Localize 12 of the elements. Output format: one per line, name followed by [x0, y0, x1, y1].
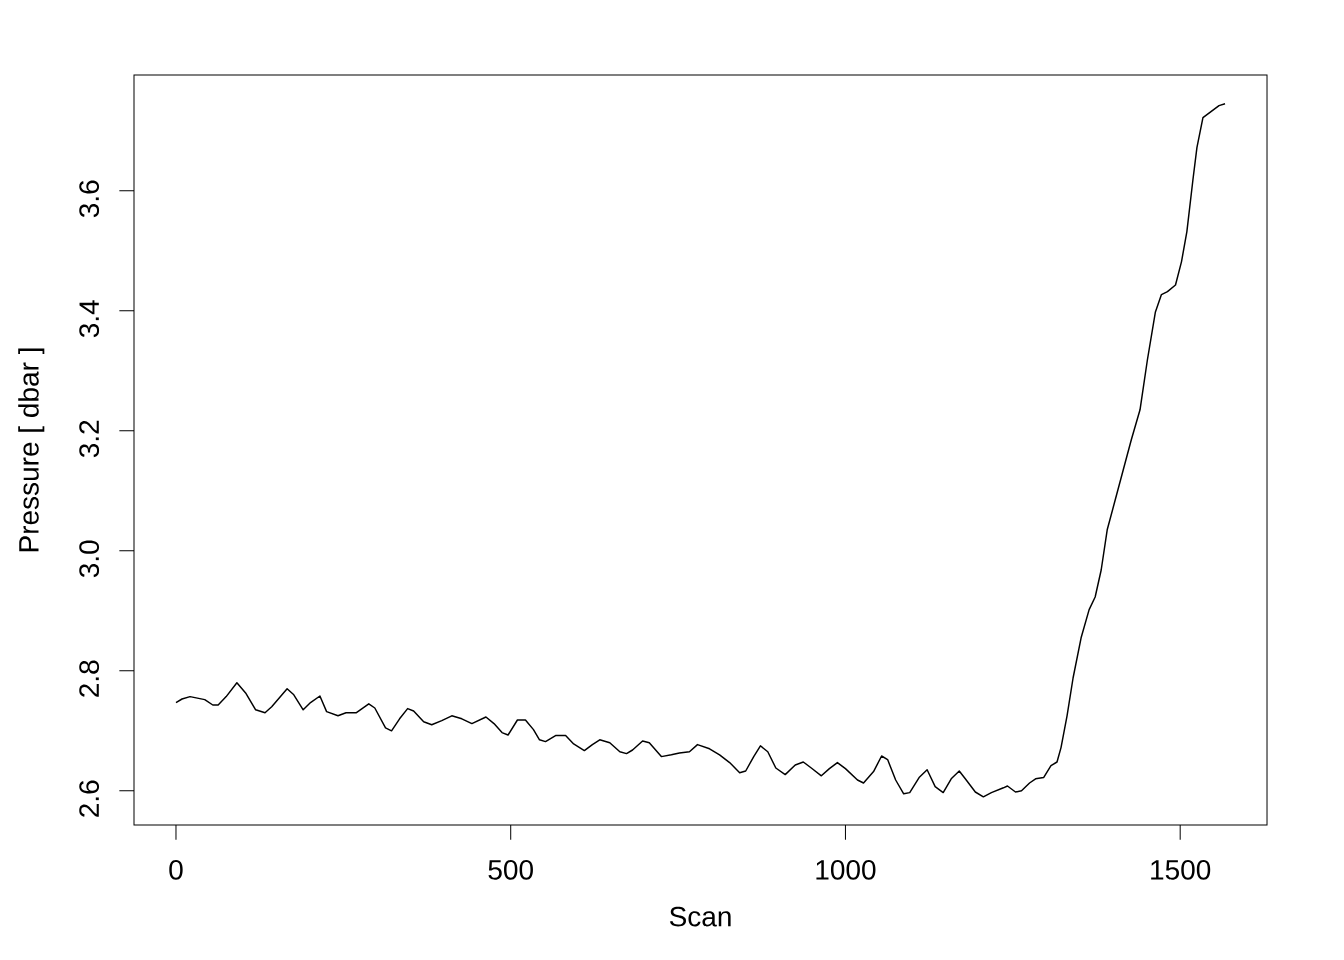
y-tick-label: 3.2 — [79, 420, 100, 458]
y-tick-label: 2.6 — [79, 780, 100, 817]
y-tick-label: 3.0 — [79, 540, 100, 578]
y-tick-label: 3.4 — [79, 300, 100, 338]
x-axis-title: Scan — [669, 906, 731, 927]
y-axis-title: Pressure [ dbar ] — [18, 348, 45, 552]
x-tick-label: 500 — [488, 859, 533, 880]
x-tick-label: 1500 — [1151, 859, 1211, 880]
x-tick-label: 1000 — [816, 859, 876, 880]
y-tick-label: 3.6 — [79, 180, 100, 218]
y-tick-label: 2.8 — [79, 660, 100, 697]
x-tick-label: 0 — [169, 859, 183, 880]
